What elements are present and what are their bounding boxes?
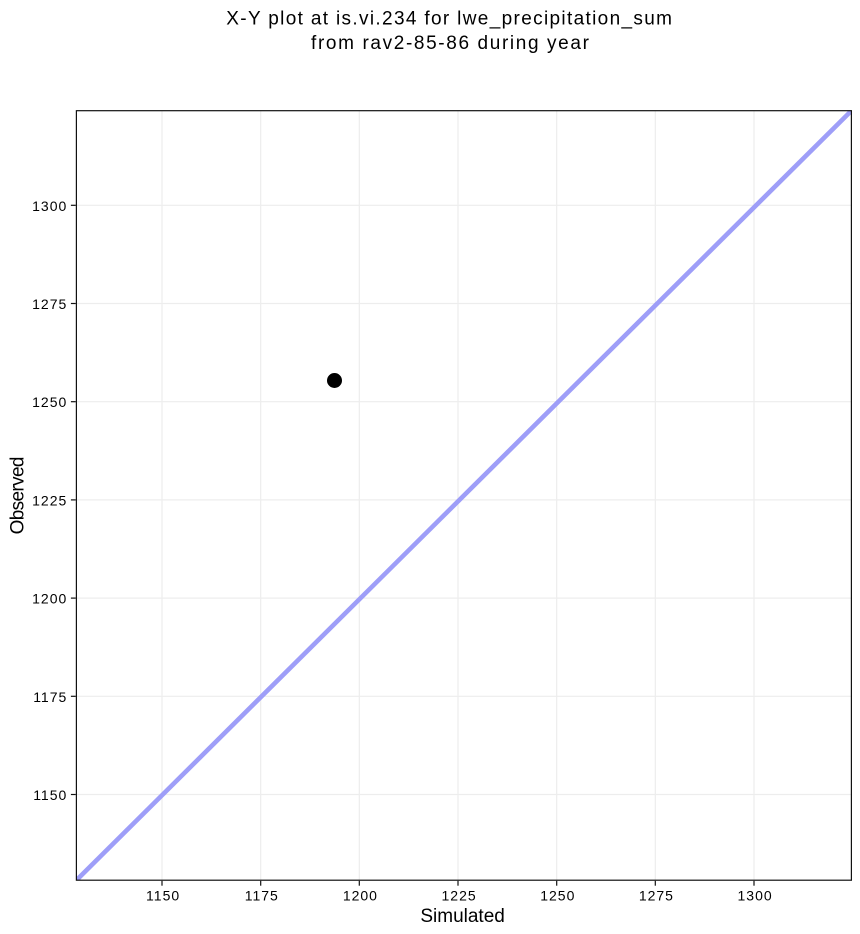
svg-text:1150: 1150 bbox=[146, 888, 180, 904]
svg-text:X-Y plot at is.vi.234 for lwe_: X-Y plot at is.vi.234 for lwe_precipitat… bbox=[226, 9, 673, 30]
svg-text:1150: 1150 bbox=[33, 787, 67, 803]
svg-text:1250: 1250 bbox=[540, 888, 575, 904]
svg-text:Simulated: Simulated bbox=[420, 906, 505, 927]
svg-text:1275: 1275 bbox=[32, 296, 67, 312]
svg-text:1300: 1300 bbox=[738, 888, 773, 904]
svg-text:1250: 1250 bbox=[32, 394, 67, 410]
svg-text:1300: 1300 bbox=[32, 198, 67, 214]
svg-text:Observed: Observed bbox=[7, 457, 28, 534]
svg-text:1225: 1225 bbox=[442, 888, 477, 904]
svg-text:1175: 1175 bbox=[33, 689, 67, 705]
svg-text:from rav2-85-86 during year: from rav2-85-86 during year bbox=[311, 33, 591, 54]
svg-text:1200: 1200 bbox=[32, 591, 67, 607]
svg-text:1225: 1225 bbox=[32, 492, 67, 508]
svg-text:1200: 1200 bbox=[343, 888, 378, 904]
svg-text:1275: 1275 bbox=[639, 888, 674, 904]
svg-text:1175: 1175 bbox=[245, 888, 279, 904]
